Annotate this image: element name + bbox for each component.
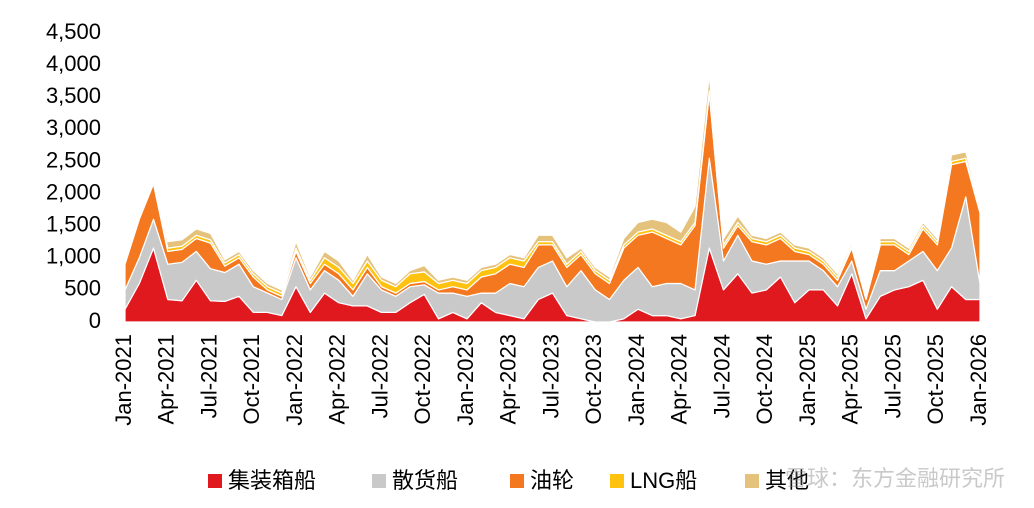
area [124, 74, 981, 297]
x-tick-label: Oct-2023 [581, 334, 606, 425]
x-tick-label: Apr-2025 [838, 334, 863, 425]
x-tick-label: Jul-2024 [709, 334, 734, 418]
legend-label: 油轮 [530, 468, 574, 493]
x-tick-label: Jul-2021 [196, 334, 221, 418]
x-tick-label: Jul-2023 [538, 334, 563, 418]
x-tick-label: Jan-2024 [624, 334, 649, 426]
watermark: 雪球：东方金融研究所 [785, 466, 1005, 491]
x-tick-label: Jan-2023 [453, 334, 478, 426]
legend-swatch [510, 474, 524, 488]
x-tick-label: Jul-2022 [367, 334, 392, 418]
x-tick-label: Oct-2024 [752, 334, 777, 425]
legend-swatch [208, 474, 222, 488]
x-tick-label: Jan-2022 [282, 334, 307, 426]
y-tick-label: 1,000 [46, 244, 101, 269]
x-tick-label: Oct-2021 [239, 334, 264, 425]
legend-label: 集装箱船 [228, 468, 316, 493]
legend-label: 其他 [765, 468, 809, 493]
legend-swatch [745, 474, 759, 488]
x-tick-label: Apr-2024 [667, 334, 692, 425]
x-tick-label: Jan-2026 [966, 334, 991, 426]
x-tick-label: Jan-2025 [795, 334, 820, 426]
x-tick-label: Jan-2021 [111, 334, 136, 426]
y-tick-label: 4,000 [46, 51, 101, 76]
y-tick-label: 3,500 [46, 83, 101, 108]
legend-swatch [372, 474, 386, 488]
x-tick-label: Apr-2023 [496, 334, 521, 425]
x-tick-label: Oct-2025 [923, 334, 948, 425]
y-tick-label: 2,000 [46, 179, 101, 204]
x-tick-label: Apr-2021 [154, 334, 179, 425]
y-tick-label: 2,500 [46, 147, 101, 172]
x-tick-label: Oct-2022 [410, 334, 435, 425]
y-tick-label: 3,000 [46, 115, 101, 140]
x-tick-label: Apr-2022 [325, 334, 350, 425]
y-tick-label: 500 [64, 276, 101, 301]
legend-label: LNG船 [630, 468, 697, 493]
y-tick-label: 1,500 [46, 211, 101, 236]
x-tick-label: Jul-2025 [880, 334, 905, 418]
legend-swatch [610, 474, 624, 488]
y-tick-label: 4,500 [46, 19, 101, 44]
y-tick-label: 0 [89, 308, 101, 333]
legend-label: 散货船 [392, 468, 458, 493]
